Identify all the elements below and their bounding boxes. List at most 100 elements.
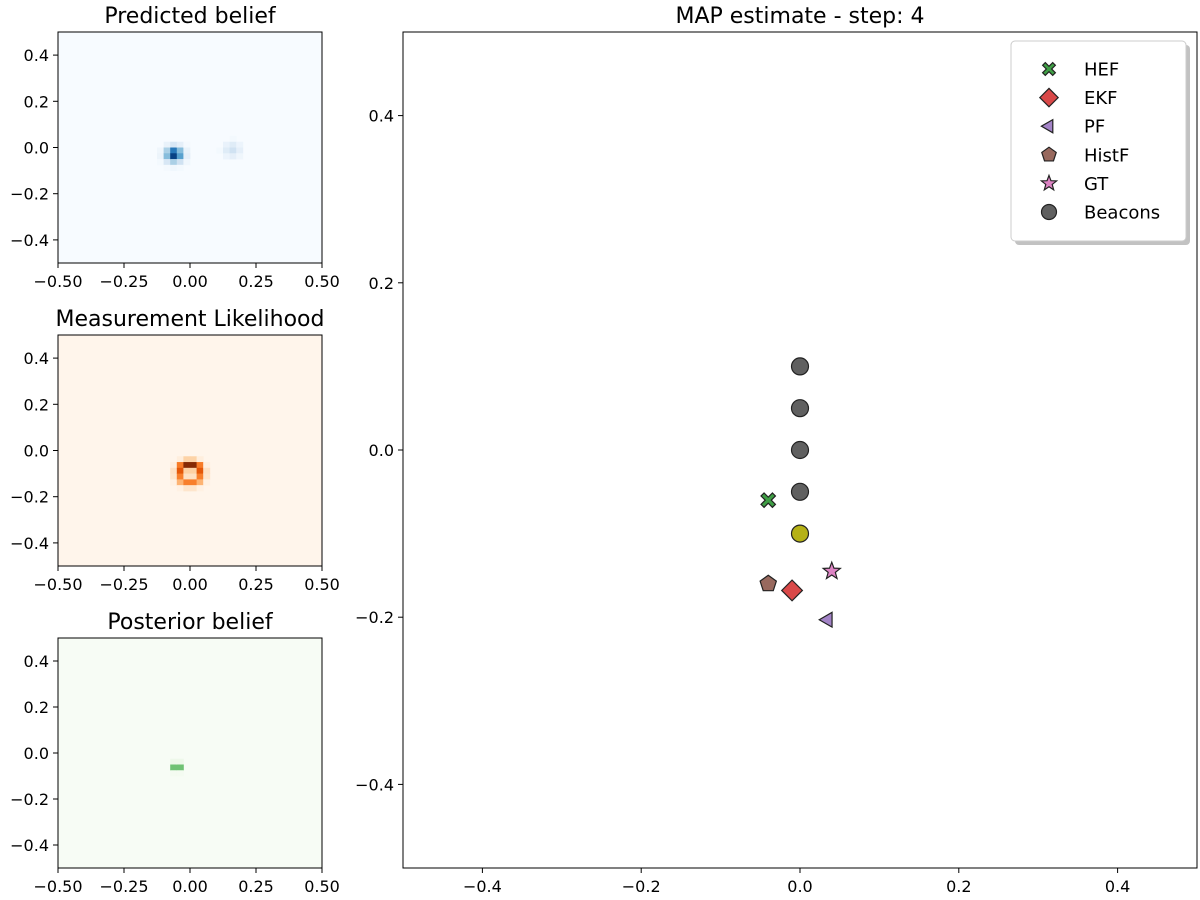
y-tick-label: −0.2 bbox=[10, 790, 49, 809]
measurement-likelihood-frame bbox=[57, 334, 323, 567]
heatmap-cell bbox=[216, 147, 224, 154]
map-estimate-axes: −0.4 −0.2 0.0 0.2 0.4 −0.4 −0.2 0.0 0.2 0.4 bbox=[355, 31, 1198, 896]
map-estimate-panel: MAP estimate - step: 4 −0.4 −0.2 0.0 0.2 0.4… bbox=[355, 4, 1198, 896]
heatmap-cell bbox=[183, 462, 191, 469]
heatmap-cell bbox=[203, 473, 211, 480]
heatmap-cell bbox=[196, 479, 204, 486]
legend-label-pf: PF bbox=[1084, 117, 1105, 138]
y-tick-label: 0.4 bbox=[24, 349, 49, 368]
y-tick-label: 0.2 bbox=[24, 395, 49, 414]
heatmap-cell bbox=[183, 473, 191, 480]
predicted-belief-panel: Predicted belief −0.50 −0.25 0.00 0.25 0.50−… bbox=[10, 4, 340, 291]
pf-marker bbox=[818, 611, 833, 629]
posterior-belief-heatmap bbox=[58, 638, 322, 868]
heatmap-cell bbox=[190, 462, 197, 469]
heatmap-cell bbox=[170, 479, 178, 486]
y-tick-label: 0.2 bbox=[369, 274, 394, 293]
y-tick-label: 0.0 bbox=[24, 442, 49, 461]
heatmap-cell bbox=[229, 135, 237, 143]
heatmap-cell bbox=[183, 147, 191, 154]
posterior-belief-frame bbox=[57, 637, 323, 869]
heatmap-cell bbox=[196, 485, 204, 492]
x-tick-label: 0.25 bbox=[238, 575, 274, 594]
heatmap-cell bbox=[176, 770, 184, 777]
heatmap-cell bbox=[236, 141, 244, 148]
x-tick-label: 0.50 bbox=[304, 575, 340, 594]
legend-marker-histf bbox=[1041, 146, 1057, 162]
legend-label-beacons: Beacons bbox=[1084, 203, 1160, 224]
map-estimate-frame bbox=[402, 31, 1198, 869]
heatmap-cell bbox=[170, 147, 178, 154]
heatmap-cell bbox=[170, 770, 178, 777]
heatmap-cell bbox=[229, 153, 237, 160]
x-tick-label: 0.4 bbox=[1105, 877, 1130, 896]
heatmap-cell bbox=[176, 473, 184, 480]
heatmap-cell bbox=[176, 479, 184, 486]
gt-marker bbox=[821, 560, 842, 580]
heatmap-cell bbox=[196, 473, 204, 480]
heatmap-background bbox=[58, 335, 322, 566]
heatmap-cell bbox=[183, 141, 191, 148]
heatmap-cell bbox=[170, 153, 178, 160]
x-tick-label: 0.25 bbox=[238, 877, 274, 896]
x-tick-label: 0.00 bbox=[172, 575, 208, 594]
legend-marker-hef bbox=[1041, 61, 1057, 77]
predicted-belief-title: Predicted belief bbox=[104, 4, 277, 29]
measurement-likelihood-axes: −0.50 −0.25 0.00 0.25 0.50 −0.4 −0.2 0.0 0.2 0.4 bbox=[10, 334, 340, 594]
heatmap-cell bbox=[176, 467, 184, 475]
heatmap-cell bbox=[176, 758, 184, 765]
highlighted-beacon-marker bbox=[790, 524, 810, 543]
posterior-belief-panel: Posterior belief −0.50 −0.25 0.00 0.25 0.50−… bbox=[10, 610, 340, 896]
y-tick-label: −0.4 bbox=[10, 231, 49, 250]
heatmap-cell bbox=[163, 147, 171, 154]
posterior-belief-axes: −0.50 −0.25 0.00 0.25 0.50 −0.4 −0.2 0.0 0.2 0.4 bbox=[10, 637, 340, 896]
heatmap-cell bbox=[157, 153, 164, 160]
heatmap-cell bbox=[190, 479, 197, 486]
x-tick-label: 0.00 bbox=[172, 272, 208, 291]
legend-marker-gt bbox=[1039, 173, 1059, 192]
x-tick-label: −0.4 bbox=[463, 877, 502, 896]
heatmap-cell bbox=[163, 159, 171, 166]
heatmap-cell bbox=[203, 462, 211, 469]
heatmap-cell bbox=[176, 764, 184, 771]
x-tick-label: 0.25 bbox=[238, 272, 274, 291]
y-tick-label: −0.4 bbox=[10, 534, 49, 553]
heatmap-cell bbox=[196, 462, 204, 469]
heatmap-cell bbox=[170, 473, 178, 480]
heatmap-background bbox=[58, 638, 322, 868]
heatmap-cell bbox=[190, 467, 197, 475]
heatmap-cell bbox=[176, 164, 184, 172]
heatmap-cell bbox=[183, 159, 191, 166]
x-tick-label: −0.25 bbox=[99, 272, 148, 291]
beacon-marker bbox=[790, 482, 810, 501]
heatmap-cell bbox=[183, 456, 191, 463]
heatmap-cell bbox=[163, 153, 171, 160]
legend-label-histf: HistF bbox=[1084, 145, 1129, 166]
heatmap-cell bbox=[176, 147, 184, 154]
heatmap-cell bbox=[163, 141, 171, 148]
y-tick-label: −0.2 bbox=[10, 488, 49, 507]
heatmap-cell bbox=[223, 147, 230, 154]
legend-label-gt: GT bbox=[1084, 174, 1109, 195]
heatmap-cell bbox=[183, 479, 191, 486]
heatmap-cell bbox=[190, 473, 197, 480]
beacon-marker bbox=[790, 440, 810, 460]
heatmap-cell bbox=[229, 147, 237, 154]
x-tick-label: 0.0 bbox=[787, 877, 812, 896]
heatmap-cell bbox=[176, 456, 184, 463]
x-tick-label: −0.25 bbox=[99, 877, 148, 896]
heatmap-cell bbox=[170, 467, 178, 475]
heatmap-cell bbox=[190, 485, 197, 492]
heatmap-cell bbox=[176, 485, 184, 492]
heatmap-cell bbox=[176, 462, 184, 469]
measurement-likelihood-heatmap bbox=[58, 335, 322, 566]
x-tick-label: −0.50 bbox=[33, 575, 82, 594]
y-tick-label: −0.2 bbox=[10, 185, 49, 204]
y-tick-label: 0.4 bbox=[24, 652, 49, 671]
predicted-belief-heatmap bbox=[58, 32, 322, 263]
posterior-belief-title: Posterior belief bbox=[107, 610, 273, 635]
y-tick-label: 0.2 bbox=[24, 92, 49, 111]
heatmap-cell bbox=[196, 456, 204, 463]
y-tick-label: −0.4 bbox=[355, 775, 394, 794]
